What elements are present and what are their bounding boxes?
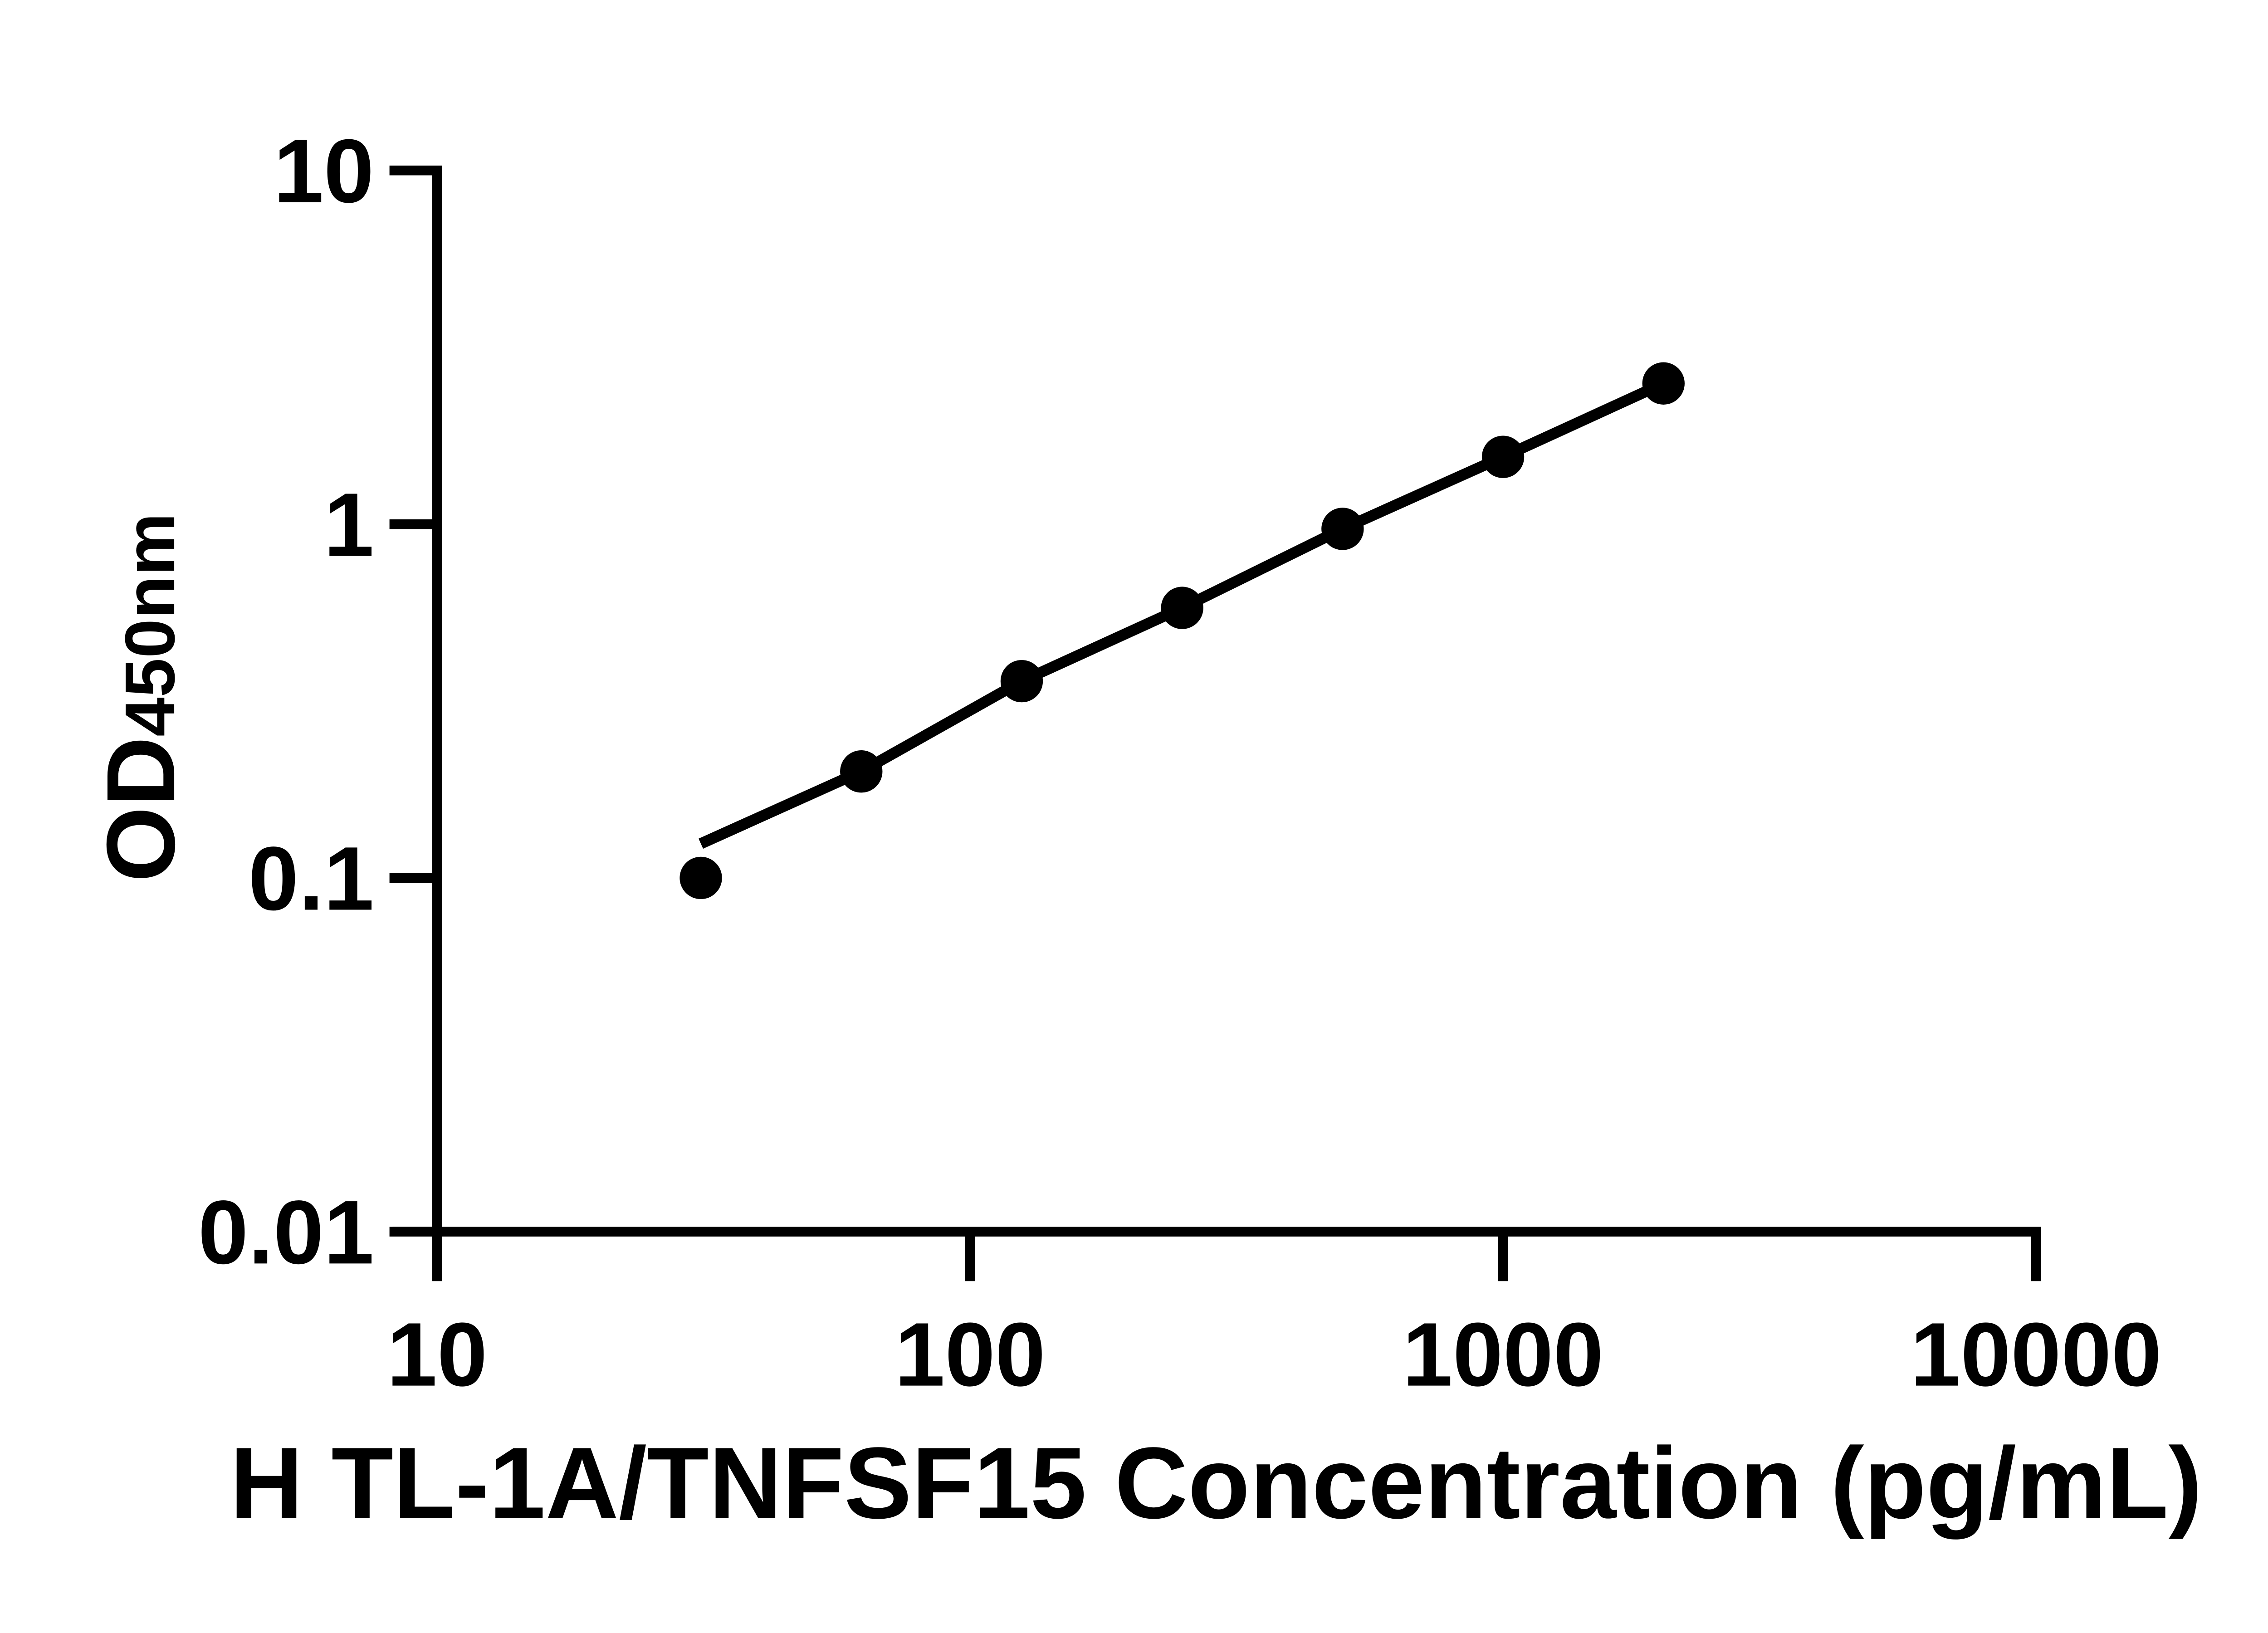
- y-tick-label: 0.01: [198, 1182, 374, 1283]
- y-axis-label-main: OD: [87, 736, 195, 882]
- standard-curve-chart: 10 100 1000 10000 10 1 0.1 0.01 H TL-1A/TNFSF15…: [0, 22, 2268, 1611]
- data-point: [1642, 362, 1685, 405]
- x-axis-title: H TL-1A/TNFSF15 Concentration (pg/mL): [230, 1427, 2202, 1540]
- data-point-layer: [679, 362, 1685, 899]
- y-axis-label-sub: 450nm: [110, 513, 189, 737]
- data-point: [840, 750, 883, 793]
- data-point: [679, 856, 722, 899]
- x-tick-label: 10000: [1910, 1304, 2161, 1405]
- data-point: [1481, 435, 1525, 478]
- data-point: [1321, 507, 1364, 550]
- y-tick-label: 0.1: [248, 828, 374, 929]
- y-tick-label: 1: [324, 474, 374, 575]
- y-tick-label: 10: [274, 121, 374, 221]
- data-point: [1000, 660, 1043, 702]
- x-tick-label: 100: [894, 1304, 1046, 1405]
- y-axis-label: OD450nm: [87, 513, 195, 882]
- tick-layer: 10 100 1000 10000 10 1 0.1 0.01: [198, 121, 2162, 1405]
- x-tick-label: 10: [387, 1304, 488, 1405]
- data-point: [1161, 587, 1203, 629]
- x-tick-label: 1000: [1403, 1304, 1603, 1405]
